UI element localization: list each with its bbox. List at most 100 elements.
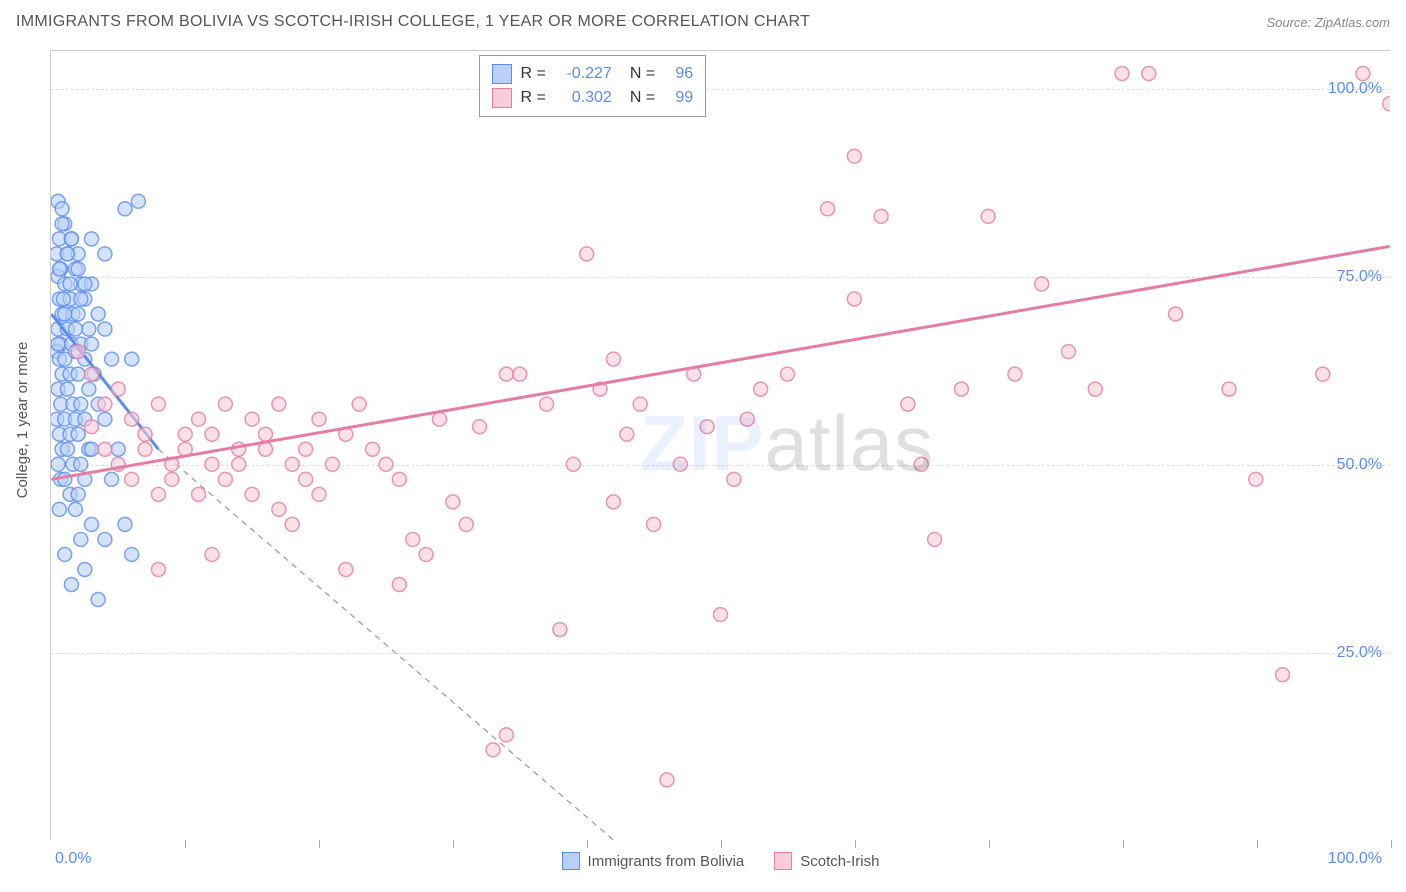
chart-title: IMMIGRANTS FROM BOLIVIA VS SCOTCH-IRISH …: [16, 13, 810, 31]
data-point: [673, 457, 687, 471]
data-point: [754, 382, 768, 396]
data-point: [633, 397, 647, 411]
data-point: [58, 547, 72, 561]
data-point: [406, 532, 420, 546]
data-point: [379, 457, 393, 471]
data-point: [1383, 97, 1390, 111]
x-tick: [989, 840, 990, 848]
y-axis-label: College, 1 year or more: [14, 342, 31, 499]
data-point: [71, 367, 85, 381]
data-point: [499, 367, 513, 381]
data-point: [205, 457, 219, 471]
correlation-stats-box: R = -0.227 N = 96 R = 0.302 N = 99: [479, 55, 706, 117]
data-point: [285, 457, 299, 471]
data-point: [325, 457, 339, 471]
stat-value-n: 99: [663, 89, 693, 107]
data-point: [78, 562, 92, 576]
data-point: [258, 427, 272, 441]
data-point: [51, 337, 65, 351]
data-point: [1088, 382, 1102, 396]
data-point: [847, 149, 861, 163]
data-point: [218, 472, 232, 486]
data-point: [606, 352, 620, 366]
data-point: [954, 382, 968, 396]
data-point: [392, 578, 406, 592]
data-point: [111, 382, 125, 396]
data-point: [74, 532, 88, 546]
data-point: [68, 322, 82, 336]
data-point: [272, 397, 286, 411]
data-point: [85, 367, 99, 381]
data-point: [71, 487, 85, 501]
data-point: [52, 502, 66, 516]
data-point: [151, 562, 165, 576]
data-point: [847, 292, 861, 306]
data-point: [660, 773, 674, 787]
data-point: [165, 472, 179, 486]
x-axis-min-label: 0.0%: [55, 850, 91, 868]
stat-value-r: 0.302: [554, 89, 612, 107]
data-point: [125, 547, 139, 561]
data-point: [78, 277, 92, 291]
data-point: [151, 397, 165, 411]
data-point: [151, 487, 165, 501]
data-point: [473, 420, 487, 434]
data-point: [218, 397, 232, 411]
data-point: [125, 472, 139, 486]
data-point: [553, 623, 567, 637]
data-point: [56, 292, 70, 306]
data-point: [60, 382, 74, 396]
stats-row: R = -0.227 N = 96: [492, 62, 693, 86]
data-point: [91, 593, 105, 607]
legend-item: Scotch-Irish: [774, 852, 879, 870]
data-point: [272, 502, 286, 516]
data-point: [85, 337, 99, 351]
data-point: [71, 427, 85, 441]
data-point: [821, 202, 835, 216]
data-point: [486, 743, 500, 757]
data-point: [138, 427, 152, 441]
data-point: [700, 420, 714, 434]
data-point: [540, 397, 554, 411]
data-point: [727, 472, 741, 486]
x-tick: [855, 840, 856, 848]
data-point: [714, 608, 728, 622]
data-point: [98, 397, 112, 411]
data-point: [1276, 668, 1290, 682]
data-point: [1356, 67, 1370, 81]
data-point: [63, 277, 77, 291]
data-point: [55, 202, 69, 216]
data-point: [419, 547, 433, 561]
data-point: [64, 578, 78, 592]
data-point: [874, 209, 888, 223]
data-point: [392, 472, 406, 486]
x-tick: [721, 840, 722, 848]
x-axis-max-label: 100.0%: [1328, 850, 1382, 868]
data-point: [71, 345, 85, 359]
data-point: [125, 412, 139, 426]
legend-swatch: [562, 852, 580, 870]
data-point: [85, 420, 99, 434]
data-point: [68, 502, 82, 516]
data-point: [1115, 67, 1129, 81]
data-point: [131, 194, 145, 208]
legend-swatch: [774, 852, 792, 870]
stat-label-n: N =: [630, 89, 655, 107]
data-point: [566, 457, 580, 471]
data-point: [459, 517, 473, 531]
x-tick: [587, 840, 588, 848]
data-point: [1249, 472, 1263, 486]
data-point: [914, 457, 928, 471]
data-point: [1035, 277, 1049, 291]
data-point: [52, 262, 66, 276]
data-point: [928, 532, 942, 546]
data-point: [446, 495, 460, 509]
data-point: [192, 412, 206, 426]
scatter-plot: [51, 51, 1390, 840]
data-point: [98, 412, 112, 426]
data-point: [125, 352, 139, 366]
x-tick: [1391, 840, 1392, 848]
data-point: [85, 517, 99, 531]
data-point: [647, 517, 661, 531]
data-point: [981, 209, 995, 223]
